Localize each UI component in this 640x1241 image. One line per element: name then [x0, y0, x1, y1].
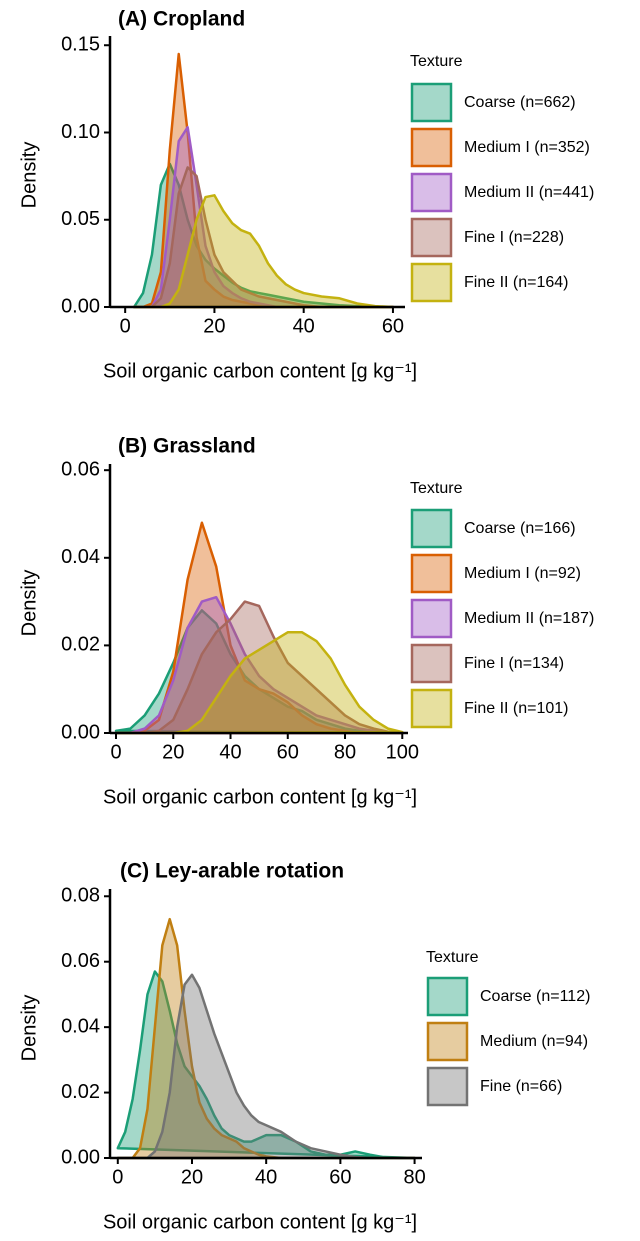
legend-label: Medium (n=94): [480, 1033, 588, 1050]
y-tick-label: 0.15: [61, 34, 100, 56]
legend-label: Fine (n=66): [480, 1078, 562, 1095]
density-area: [116, 970, 416, 1160]
legend-key: [410, 172, 453, 213]
legend-key: [410, 82, 453, 123]
y-tick-label: 0.00: [61, 295, 100, 317]
density-area: [114, 595, 404, 735]
density-area: [116, 917, 416, 1160]
x-tick-label: 100: [386, 741, 419, 763]
density-area: [132, 162, 395, 309]
legend-label: Medium II (n=441): [464, 184, 594, 201]
legend-key: [410, 217, 453, 258]
legend-key: [410, 127, 453, 168]
y-tick-label: 0.06: [61, 458, 100, 480]
legend-key: [410, 688, 453, 729]
legend-title: Texture: [410, 53, 463, 70]
y-tick-label: 0.06: [61, 950, 100, 972]
y-axis-title: Density: [18, 142, 40, 209]
x-tick-label: 20: [203, 315, 225, 337]
y-tick-label: 0.05: [61, 208, 100, 230]
legend-key: [426, 1021, 469, 1062]
x-tick-label: 40: [219, 741, 241, 763]
legend-key: [410, 508, 453, 549]
legend-label: Coarse (n=166): [464, 520, 576, 537]
x-tick-label: 80: [334, 741, 356, 763]
legend-label: Fine II (n=101): [464, 700, 569, 717]
density-area: [114, 600, 404, 735]
x-tick-label: 40: [255, 1166, 277, 1188]
legend-label: Coarse (n=112): [480, 988, 590, 1005]
density-area: [116, 973, 416, 1160]
x-tick-label: 20: [162, 741, 184, 763]
x-tick-label: 40: [293, 315, 315, 337]
y-tick-label: 0.10: [61, 121, 100, 143]
y-axis-title: Density: [18, 570, 40, 637]
x-axis-title: Soil organic carbon content [g kg⁻¹]: [103, 360, 417, 382]
legend-label: Medium I (n=92): [464, 565, 581, 582]
legend-label: Medium II (n=187): [464, 610, 594, 627]
chart-title: (B) Grassland: [118, 435, 256, 458]
x-tick-label: 0: [110, 741, 121, 763]
x-axis-title: Soil organic carbon content [g kg⁻¹]: [103, 1211, 417, 1233]
density-area: [132, 194, 395, 309]
legend-label: Medium I (n=352): [464, 139, 590, 156]
legend-key: [410, 262, 453, 303]
legend-key: [410, 643, 453, 684]
x-tick-label: 80: [403, 1166, 425, 1188]
y-tick-label: 0.02: [61, 634, 100, 656]
legend-label: Fine I (n=228): [464, 229, 564, 246]
x-tick-label: 0: [112, 1166, 123, 1188]
legend-title: Texture: [426, 949, 479, 966]
legend-label: Coarse (n=662): [464, 94, 576, 111]
legend-key: [410, 553, 453, 594]
y-tick-label: 0.08: [61, 885, 100, 907]
y-axis-title: Density: [18, 995, 40, 1062]
x-tick-label: 60: [382, 315, 404, 337]
legend-label: Fine II (n=164): [464, 274, 569, 291]
chart-title: (C) Ley-arable rotation: [120, 860, 344, 883]
legend-title: Texture: [410, 480, 463, 497]
x-tick-label: 60: [329, 1166, 351, 1188]
y-tick-label: 0.04: [61, 1015, 100, 1037]
x-tick-label: 60: [277, 741, 299, 763]
x-axis-title: Soil organic carbon content [g kg⁻¹]: [103, 786, 417, 808]
y-tick-label: 0.00: [61, 721, 100, 743]
legend-key: [410, 598, 453, 639]
y-tick-label: 0.00: [61, 1146, 100, 1168]
y-tick-label: 0.02: [61, 1081, 100, 1103]
x-tick-label: 20: [181, 1166, 203, 1188]
x-tick-label: 0: [120, 315, 131, 337]
legend-label: Fine I (n=134): [464, 655, 564, 672]
legend-key: [426, 976, 469, 1017]
chart-title: (A) Cropland: [118, 8, 245, 31]
y-tick-label: 0.04: [61, 546, 100, 568]
legend-key: [426, 1066, 469, 1107]
